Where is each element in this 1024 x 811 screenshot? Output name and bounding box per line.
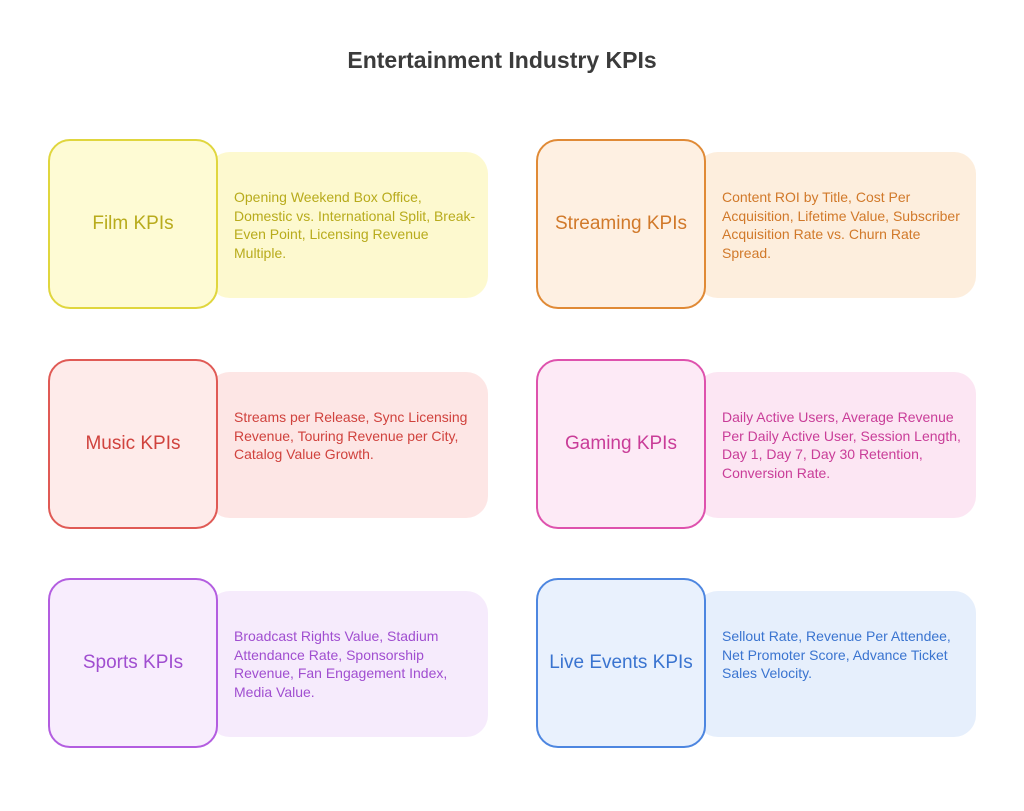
- streaming-kpi-card: Streaming KPIs Content ROI by Title, Cos…: [536, 139, 976, 311]
- live-events-kpi-description: Sellout Rate, Revenue Per Attendee, Net …: [722, 628, 951, 681]
- music-kpi-panel: [208, 372, 488, 518]
- streaming-kpi-box: Streaming KPIs: [536, 139, 706, 309]
- live-events-kpi-label: Live Events KPIs: [549, 652, 693, 673]
- music-kpi-card: Music KPIs Streams per Release, Sync Lic…: [48, 359, 488, 531]
- sports-kpi-description: Broadcast Rights Value, Stadium Attendan…: [234, 628, 448, 700]
- sports-kpi-label: Sports KPIs: [82, 652, 184, 673]
- gaming-kpi-card: Gaming KPIs Daily Active Users, Average …: [536, 359, 976, 531]
- live-events-kpi-panel: [696, 591, 976, 737]
- music-kpi-description: Streams per Release, Sync Licensing Reve…: [234, 409, 468, 462]
- gaming-kpi-label: Gaming KPIs: [565, 433, 677, 454]
- music-kpi-box: Music KPIs: [48, 359, 218, 529]
- sports-kpi-box: Sports KPIs: [48, 578, 218, 748]
- music-kpi-label: Music KPIs: [85, 433, 181, 454]
- gaming-kpi-panel: [696, 372, 976, 518]
- gaming-kpi-box: Gaming KPIs: [536, 359, 706, 529]
- film-kpi-card: Film KPIs Opening Weekend Box Office, Do…: [48, 139, 488, 311]
- live-events-kpi-card: Live Events KPIs Sellout Rate, Revenue P…: [536, 578, 976, 750]
- film-kpi-panel: [208, 152, 488, 298]
- streaming-kpi-panel: [696, 152, 976, 298]
- gaming-kpi-description: Daily Active Users, Average Revenue Per …: [722, 409, 961, 481]
- sports-kpi-card: Sports KPIs Broadcast Rights Value, Stad…: [48, 578, 488, 750]
- diagram-title: Entertainment Industry KPIs: [347, 47, 657, 73]
- live-events-kpi-box: Live Events KPIs: [536, 578, 706, 748]
- film-kpi-label: Film KPIs: [92, 213, 174, 234]
- film-kpi-description: Opening Weekend Box Office, Domestic vs.…: [234, 189, 476, 261]
- sports-kpi-panel: [208, 591, 488, 737]
- film-kpi-box: Film KPIs: [48, 139, 218, 309]
- streaming-kpi-description: Content ROI by Title, Cost Per Acquisiti…: [722, 189, 960, 261]
- streaming-kpi-label: Streaming KPIs: [555, 213, 687, 234]
